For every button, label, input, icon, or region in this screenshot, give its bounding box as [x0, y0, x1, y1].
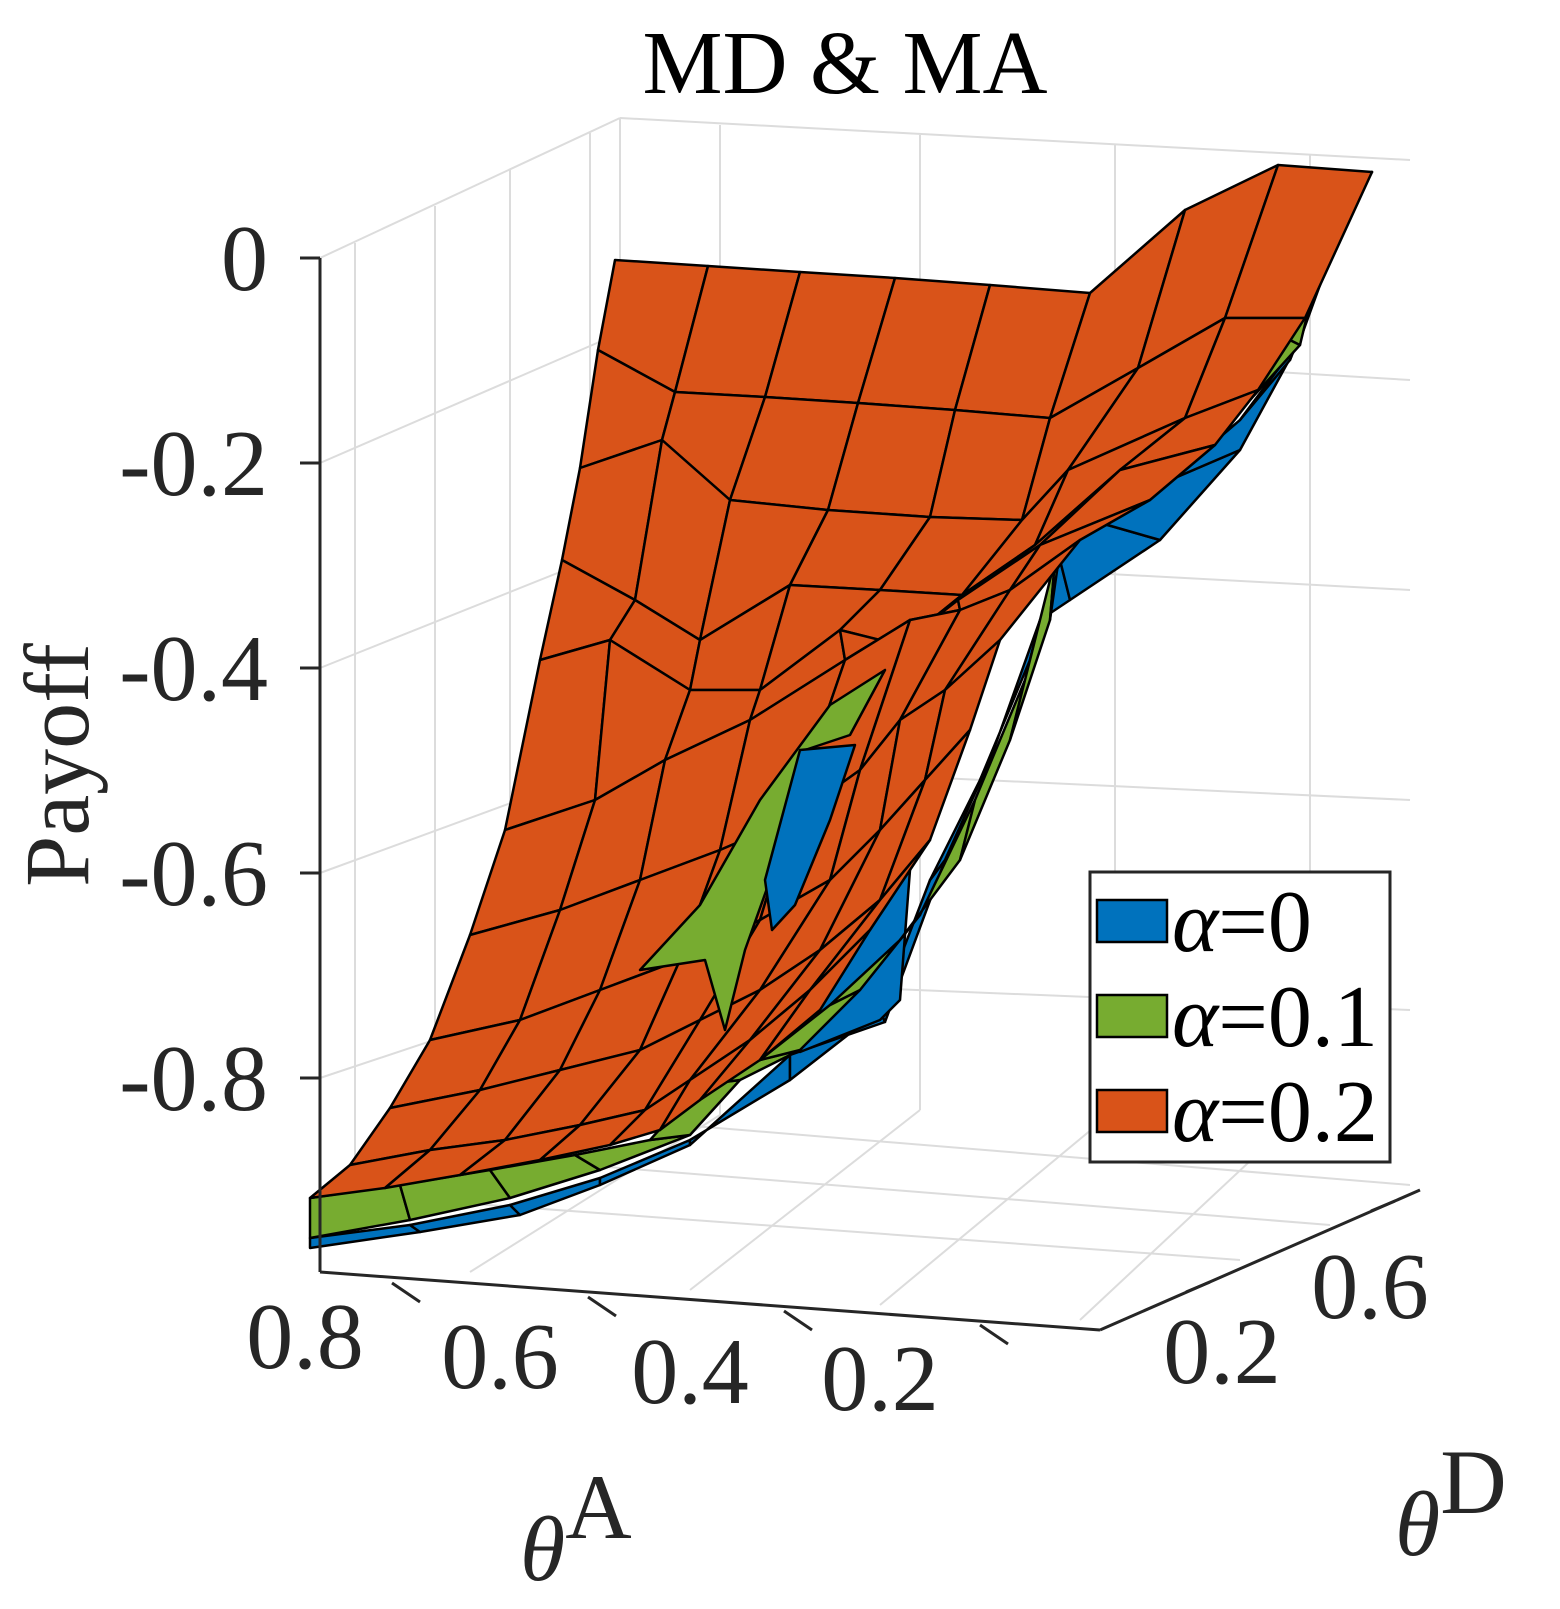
- legend-swatch-alpha-0.1: [1095, 993, 1169, 1039]
- y-axis-label: θD: [1395, 1431, 1507, 1575]
- x-tick-labels: 0.8 0.6 0.4 0.2: [246, 1285, 939, 1431]
- z-tick-label: 0: [221, 207, 268, 311]
- surface-facet-alpha-0: [763, 743, 857, 932]
- legend-entry-alpha-0.2: α=0.2: [1172, 1064, 1378, 1161]
- z-tick-label: -0.4: [119, 617, 268, 721]
- x-tick-label: 0.2: [821, 1327, 939, 1431]
- legend-entry-alpha-0: α=0: [1172, 874, 1312, 971]
- z-tick-label: -0.8: [119, 1027, 268, 1131]
- legend-entry-alpha-0.1: α=0.1: [1172, 969, 1378, 1066]
- x-tick-label: 0.8: [246, 1285, 364, 1389]
- legend: α=0 α=0.1 α=0.2: [1088, 870, 1392, 1164]
- surface-facet-alpha-0.1: [638, 668, 887, 1032]
- z-axis-label: Payoff: [6, 643, 108, 887]
- x-tick-label: 0.6: [441, 1305, 559, 1409]
- legend-swatch-alpha-0.2: [1095, 1088, 1169, 1134]
- y-tick-labels: 0.2 0.6: [1163, 1235, 1429, 1404]
- surface-facet-alpha-0.2: [758, 928, 872, 1062]
- z-tick-labels: 0 -0.2 -0.4 -0.6 -0.8: [119, 207, 268, 1131]
- z-tick-label: -0.2: [119, 412, 268, 516]
- y-tick-label: 0.6: [1311, 1235, 1429, 1339]
- chart-title: MD & MA: [642, 14, 1047, 113]
- payoff-surfaces: [308, 163, 1374, 1250]
- legend-swatch-alpha-0: [1095, 898, 1169, 944]
- x-axis-label: θA: [520, 1456, 632, 1600]
- x-tick-label: 0.4: [631, 1320, 749, 1424]
- axes: [300, 256, 1421, 1346]
- z-tick-label: -0.6: [119, 822, 268, 926]
- y-tick-label: 0.2: [1163, 1300, 1281, 1404]
